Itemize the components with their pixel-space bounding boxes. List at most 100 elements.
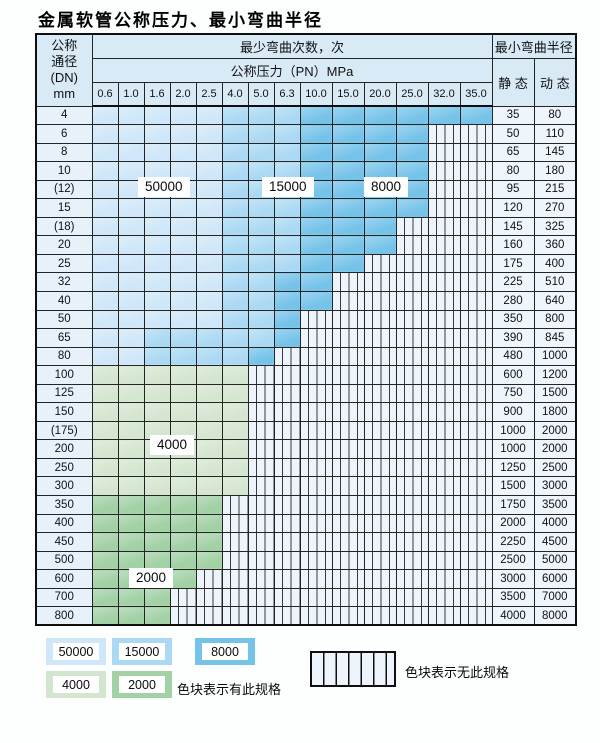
no-spec-cell [395,494,429,515]
legend-swatch-8000: 8000 [195,638,255,665]
no-spec-cell [427,569,461,589]
spec-cell-2000 [169,494,197,515]
spec-cell-8000 [363,105,397,126]
table-row: 10 80 180 [35,161,577,181]
spec-cell-15000 [273,124,301,144]
dn-cell: 15 [35,198,93,218]
spec-cell-8000 [273,309,301,330]
no-spec-cell [459,235,493,255]
spec-cell-15000 [273,142,301,163]
no-spec-cell [273,439,301,459]
dn-cell: 500 [35,550,93,571]
static-radius-cell: 280 [491,290,535,311]
no-spec-cell [395,290,429,311]
min-bend-radius-header: 最小弯曲半径 [491,33,577,59]
no-spec-cell [331,550,365,571]
pressure-column-header: 6.3 [273,81,301,107]
spec-cell-2000 [117,587,145,608]
no-spec-cell [427,383,461,404]
static-radius-cell: 175 [491,253,535,274]
spec-cell-8000 [299,198,333,218]
spec-cell-2000 [169,532,197,552]
no-spec-cell [427,365,461,385]
dn-cell: (12) [35,179,93,200]
dynamic-radius-cell: 2500 [533,457,577,478]
spec-cell-8000 [427,105,461,126]
static-radius-cell: 2000 [491,513,535,534]
dynamic-radius-cell: 7000 [533,587,577,608]
table-row: 8 65 145 [35,142,577,163]
spec-cell-2000 [169,513,197,534]
no-spec-cell [247,439,275,459]
dynamic-radius-cell: 1800 [533,402,577,422]
spec-cell-2000 [91,532,119,552]
static-radius-cell: 35 [491,105,535,126]
table-row: 250 1250 2500 [35,457,577,478]
spec-cell-2000 [195,494,223,515]
spec-cell-4000 [195,402,223,422]
no-spec-cell [427,290,461,311]
no-spec-cell [459,457,493,478]
spec-cell-8000 [299,142,333,163]
legend-swatch-15000: 15000 [112,638,172,665]
no-spec-cell [273,494,301,515]
dn-cell: 6 [35,124,93,144]
table-row: 500 2500 5000 [35,550,577,571]
spec-cell-50000 [169,253,197,274]
spec-cell-4000 [143,365,171,385]
no-spec-cell [331,569,365,589]
no-spec-cell [247,457,275,478]
spec-cell-50000 [143,105,171,126]
dn-cell: 4 [35,105,93,126]
spec-cell-4000 [221,383,249,404]
spec-cell-8000 [299,253,333,274]
dynamic-radius-cell: 8000 [533,606,577,626]
static-radius-cell: 160 [491,235,535,255]
dn-header-line: 通径 [51,54,78,70]
pressure-column-header: 32.0 [427,81,461,107]
spec-cell-4000 [221,457,249,478]
static-radius-cell: 3000 [491,569,535,589]
pressure-column-header: 0.6 [91,81,119,107]
dn-cell: 125 [35,383,93,404]
static-radius-cell: 2500 [491,550,535,571]
no-spec-cell [395,587,429,608]
spec-cell-50000 [195,309,223,330]
no-spec-cell [299,513,333,534]
spec-cell-8000 [299,272,333,292]
table-header: 公称 通径 (DN) mm 最少弯曲次数，次 最小弯曲半径 公称压力（PN）MP… [35,33,577,107]
dynamic-radius-cell: 1000 [533,346,577,367]
no-spec-cell [427,272,461,292]
no-spec-cell [363,309,397,330]
dn-cell: 32 [35,272,93,292]
spec-cell-4000 [91,365,119,385]
spec-cell-4000 [117,439,145,459]
no-spec-cell [427,179,461,200]
spec-cell-2000 [91,494,119,515]
no-spec-cell [459,346,493,367]
spec-cell-4000 [195,420,223,441]
spec-cell-4000 [143,457,171,478]
no-spec-cell [363,272,397,292]
no-spec-cell [363,420,397,441]
spec-cell-50000 [195,290,223,311]
spec-cell-50000 [91,235,119,255]
static-radius-cell: 95 [491,179,535,200]
spec-cell-15000 [221,216,249,237]
dn-header-line: mm [53,86,76,102]
no-spec-cell [363,494,397,515]
no-spec-cell [395,513,429,534]
pressure-column-header: 10.0 [299,81,333,107]
dn-cell: 450 [35,532,93,552]
spec-cell-8000 [459,105,493,126]
spec-cell-8000 [331,179,365,200]
no-spec-cell [331,513,365,534]
no-spec-cell [331,402,365,422]
no-spec-cell [427,142,461,163]
dn-cell: 150 [35,402,93,422]
spec-cell-4000 [221,439,249,459]
spec-cell-50000 [169,198,197,218]
static-radius-cell: 390 [491,328,535,348]
dn-cell: (18) [35,216,93,237]
no-spec-cell [395,439,429,459]
